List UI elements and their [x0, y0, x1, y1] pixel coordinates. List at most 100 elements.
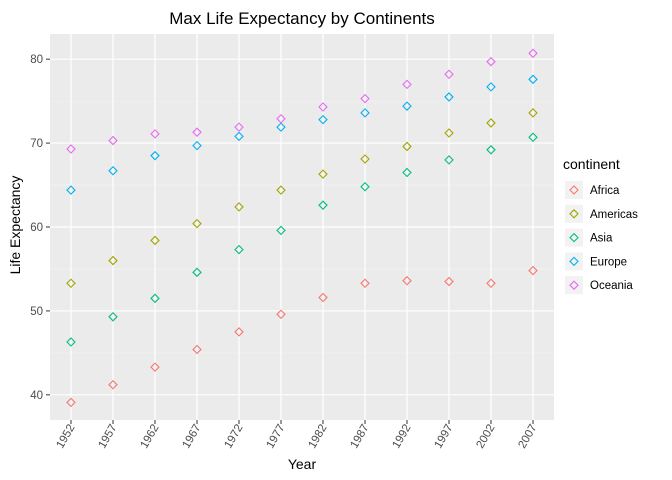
data-point — [66, 278, 76, 288]
series-europe — [66, 74, 538, 195]
series-asia — [66, 132, 538, 347]
data-point — [150, 235, 160, 246]
series-americas — [66, 108, 538, 288]
legend-item-asia: Asia — [565, 228, 613, 247]
data-point — [486, 56, 496, 67]
data-point — [318, 200, 328, 210]
data-points — [66, 48, 538, 408]
legend-label: Americas — [590, 209, 638, 221]
data-point — [150, 293, 160, 304]
legend-title: continent — [563, 156, 620, 172]
legend-key-diamond — [569, 209, 579, 219]
y-tick-label: 40 — [30, 390, 43, 402]
data-point — [234, 202, 244, 212]
data-point — [192, 127, 202, 137]
data-point — [276, 113, 286, 124]
data-point — [192, 344, 202, 355]
x-tick-label: 1992 — [390, 423, 413, 451]
y-tick-label: 70 — [30, 138, 43, 150]
legend-label: Europe — [590, 256, 627, 268]
data-point — [234, 122, 244, 132]
data-point — [66, 185, 76, 195]
data-point — [234, 327, 244, 337]
data-point — [318, 102, 328, 112]
data-point — [276, 122, 286, 132]
y-axis-title: Life Expectancy — [7, 176, 23, 275]
data-point — [276, 309, 286, 320]
data-point — [444, 128, 454, 138]
data-point — [360, 154, 370, 164]
data-point — [402, 79, 412, 90]
data-point — [486, 145, 496, 155]
legend-label: Asia — [590, 233, 613, 245]
series-oceania — [66, 48, 538, 154]
data-point — [108, 135, 118, 146]
legend: continent Africa Americas Asia Europe Oceani… — [563, 156, 638, 295]
y-axis: 40 50 60 70 80 — [30, 54, 50, 402]
series-africa — [66, 265, 538, 408]
x-axis-title: Year — [288, 456, 317, 472]
data-point — [402, 275, 412, 286]
x-tick-label: 1997 — [432, 423, 455, 451]
x-tick-label: 1982 — [306, 423, 329, 451]
data-point — [234, 244, 244, 255]
legend-key-background — [565, 276, 583, 295]
legend-item-africa: Africa — [565, 181, 620, 199]
x-tick-label: 2007 — [516, 423, 539, 451]
data-point — [402, 167, 412, 178]
data-point — [318, 292, 328, 303]
data-point — [108, 312, 118, 322]
minor-gridlines — [50, 100, 554, 354]
data-point — [486, 278, 496, 288]
x-axis: 1952 1957 1962 1967 1972 1977 1982 1987 1992 1997… — [54, 420, 540, 451]
x-tick-label: 1967 — [180, 423, 203, 451]
legend-key-diamond — [569, 256, 579, 267]
legend-item-americas: Americas — [565, 204, 638, 223]
legend-key-background — [565, 181, 583, 199]
data-point — [108, 166, 118, 176]
x-tick-label: 2002 — [474, 423, 497, 451]
x-tick-label: 1987 — [348, 423, 371, 451]
data-point — [360, 108, 370, 118]
data-point — [444, 276, 454, 287]
data-point — [192, 218, 202, 229]
data-point — [318, 169, 328, 179]
data-point — [528, 108, 538, 118]
x-tick-label: 1962 — [138, 423, 161, 451]
legend-label: Africa — [590, 185, 620, 197]
data-point — [360, 93, 370, 104]
data-point — [444, 92, 454, 102]
data-point — [528, 265, 538, 276]
y-tick-label: 50 — [30, 306, 43, 318]
data-point — [402, 101, 412, 111]
chart-title: Max Life Expectancy by Continents — [169, 9, 435, 28]
x-tick-label: 1957 — [96, 423, 119, 451]
legend-key-diamond — [569, 232, 579, 243]
x-tick-label: 1972 — [222, 423, 245, 451]
data-point — [318, 114, 328, 125]
legend-item-europe: Europe — [565, 252, 627, 271]
data-point — [234, 131, 244, 142]
data-point — [528, 48, 538, 59]
data-point — [444, 155, 454, 165]
legend-key-diamond — [569, 280, 579, 290]
data-point — [150, 129, 160, 139]
data-point — [360, 181, 370, 192]
data-point — [276, 225, 286, 236]
y-tick-label: 80 — [30, 54, 43, 66]
data-point — [360, 278, 370, 288]
data-point — [528, 132, 538, 142]
y-tick-label: 60 — [30, 222, 43, 234]
data-point — [66, 144, 76, 154]
data-point — [192, 267, 202, 278]
data-point — [276, 185, 286, 195]
legend-key-background — [565, 228, 583, 247]
data-point — [528, 74, 538, 85]
legend-item-oceania: Oceania — [565, 276, 633, 295]
data-point — [150, 362, 160, 372]
legend-key-diamond — [569, 185, 579, 195]
data-point — [486, 82, 496, 92]
data-point — [402, 141, 412, 152]
legend-key-background — [565, 204, 583, 223]
